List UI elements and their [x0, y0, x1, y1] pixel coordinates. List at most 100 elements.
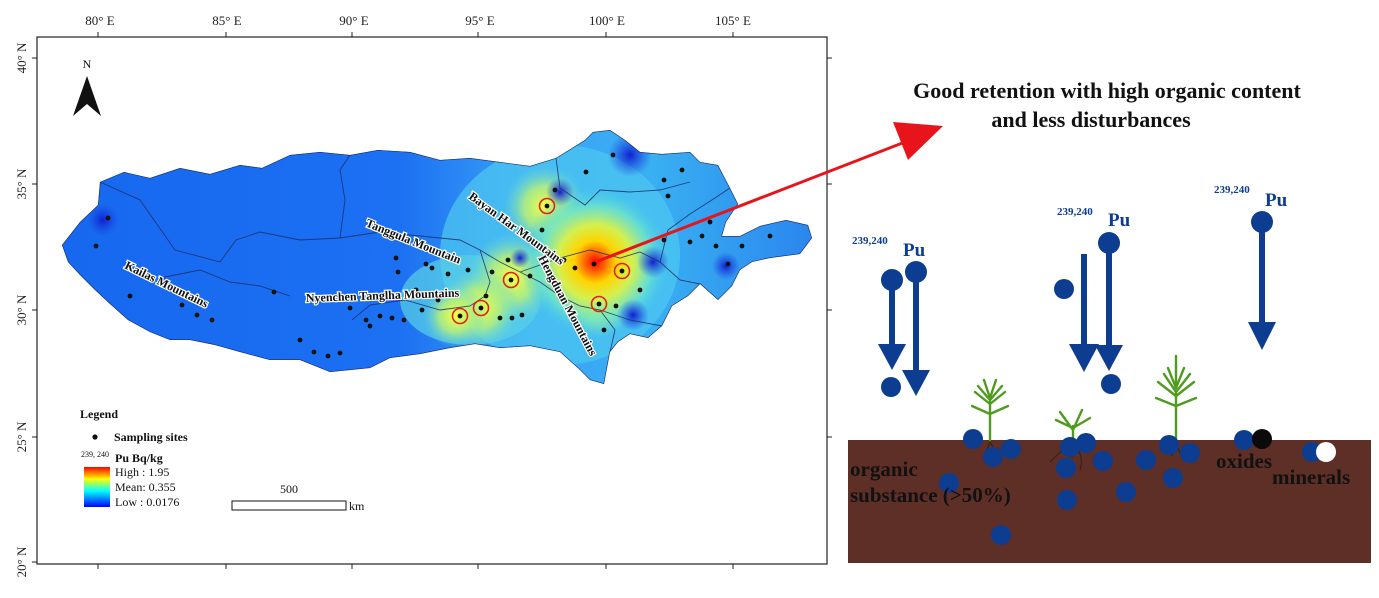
- lon-tick-label: 80° E: [85, 13, 114, 28]
- sampling-sites: [93, 152, 773, 359]
- minerals-label: minerals: [1272, 465, 1350, 489]
- sampling-site: [377, 313, 383, 319]
- lat-tick-label: 30° N: [14, 294, 29, 325]
- mineral-particle: [1316, 442, 1336, 462]
- pu-particle: [1180, 443, 1200, 463]
- sampling-site: [509, 315, 515, 321]
- plant-icon: [1154, 354, 1198, 442]
- pu-labels: 239,240 Pu 239,240 Pu 239,240 Pu: [852, 184, 1288, 261]
- sampling-site: [739, 243, 745, 249]
- lat-tick-label: 40° N: [14, 42, 29, 73]
- pu-particle: [1302, 442, 1322, 462]
- soil-particles: [939, 429, 1322, 545]
- caption-line-1: Good retention with high organic content: [913, 78, 1301, 103]
- sampling-site: [389, 315, 395, 321]
- sampling-site: [325, 353, 331, 359]
- north-arrow-icon: [73, 76, 101, 116]
- pu-particle: [939, 473, 959, 493]
- sampling-site: [679, 167, 685, 173]
- sampling-site: [179, 302, 185, 308]
- callout-arrow-head: [893, 122, 943, 160]
- sampling-site: [347, 305, 353, 311]
- lat-tick-label: 25° N: [14, 421, 29, 452]
- longitude-axis: 80° E 85° E 90° E 95° E 100° E 105° E: [85, 13, 751, 569]
- sampling-site: [271, 289, 277, 295]
- pu-superscript: 239,240: [1057, 206, 1093, 218]
- sampling-site: [725, 261, 731, 267]
- sampling-site: [483, 293, 489, 299]
- legend-pu-superscript: 239, 240: [81, 450, 109, 459]
- sampling-site: [699, 233, 705, 239]
- pu-particle: [1056, 458, 1076, 478]
- hotspot-site-ring: [538, 197, 556, 215]
- sampling-site: [505, 257, 511, 263]
- scale-bar-unit: km: [349, 499, 365, 513]
- sampling-site: [413, 287, 419, 293]
- pu-symbol: Pu: [1108, 210, 1131, 231]
- sampling-site: [583, 169, 589, 175]
- pu-superscript: 239,240: [852, 235, 888, 247]
- sampling-site: [601, 327, 607, 333]
- pu-particle: [1136, 450, 1156, 470]
- sampling-site: [395, 269, 401, 275]
- callout-arrow: [597, 122, 943, 263]
- sampling-site: [209, 317, 215, 323]
- sampling-site: [194, 312, 200, 318]
- sampling-site: [552, 187, 558, 193]
- latitude-axis: 40° N 35° N 30° N 25° N 20° N: [14, 42, 832, 577]
- soil-labels: organic substance (>50%) oxides minerals: [850, 449, 1350, 507]
- legend-pu-label: Pu Bq/kg: [115, 451, 163, 465]
- hotspot-site-ring: [502, 271, 520, 289]
- sampling-site: [393, 255, 399, 261]
- lon-tick-label: 90° E: [339, 13, 368, 28]
- sampling-site: [337, 350, 343, 356]
- pu-particle: [1001, 439, 1021, 459]
- pu-symbol: Pu: [903, 240, 926, 261]
- pu-particle: [1093, 451, 1113, 471]
- sampling-site: [713, 243, 719, 249]
- pu-particle: [1057, 490, 1077, 510]
- oxide-particle: [1252, 429, 1272, 449]
- hotspot-site-dots: [457, 203, 625, 319]
- sampling-site: [127, 293, 133, 299]
- map-frame: [36, 36, 828, 565]
- plants: [970, 354, 1198, 442]
- sampling-site: [527, 273, 533, 279]
- sampling-site: [465, 267, 471, 273]
- sampling-site: [539, 227, 545, 233]
- sampling-site: [707, 219, 713, 225]
- sampling-site: [435, 297, 441, 303]
- sampling-site: [661, 177, 667, 183]
- sampling-site: [687, 239, 693, 245]
- legend-low-label: Low : 0.0176: [115, 495, 179, 509]
- sampling-site: [665, 193, 671, 199]
- sampling-site: [497, 315, 503, 321]
- pu-particle: [1159, 435, 1179, 455]
- sampling-site: [519, 312, 525, 318]
- legend-title: Legend: [80, 407, 118, 421]
- oxides-label: oxides: [1216, 449, 1272, 473]
- sampling-site: [401, 317, 407, 323]
- sampling-site: [489, 269, 495, 275]
- organic-label-line-1: organic: [850, 457, 918, 481]
- schematic-panel: Good retention with high organic content…: [848, 78, 1371, 563]
- pu-particle: [983, 447, 1003, 467]
- lat-tick-label: 35° N: [14, 168, 29, 199]
- sampling-site: [610, 152, 616, 158]
- lon-tick-label: 95° E: [465, 13, 494, 28]
- pu-superscript: 239,240: [1214, 184, 1250, 196]
- pu-particle: [1116, 482, 1136, 502]
- map-panel: 80° E 85° E 90° E 95° E 100° E 105° E 40…: [14, 13, 832, 577]
- hotspot-site-ring: [590, 295, 608, 313]
- sampling-site: [637, 287, 643, 293]
- pu-particle: [963, 429, 983, 449]
- pu-particle: [1163, 468, 1183, 488]
- north-arrow: N: [73, 57, 101, 116]
- north-label: N: [83, 57, 92, 71]
- hotspot-sites: [451, 197, 631, 325]
- hotspot-site-ring: [451, 307, 469, 325]
- legend-mean-label: Mean: 0.355: [115, 480, 176, 494]
- pu-particle: [1101, 374, 1121, 394]
- organic-label-line-2: substance (>50%): [850, 483, 1011, 507]
